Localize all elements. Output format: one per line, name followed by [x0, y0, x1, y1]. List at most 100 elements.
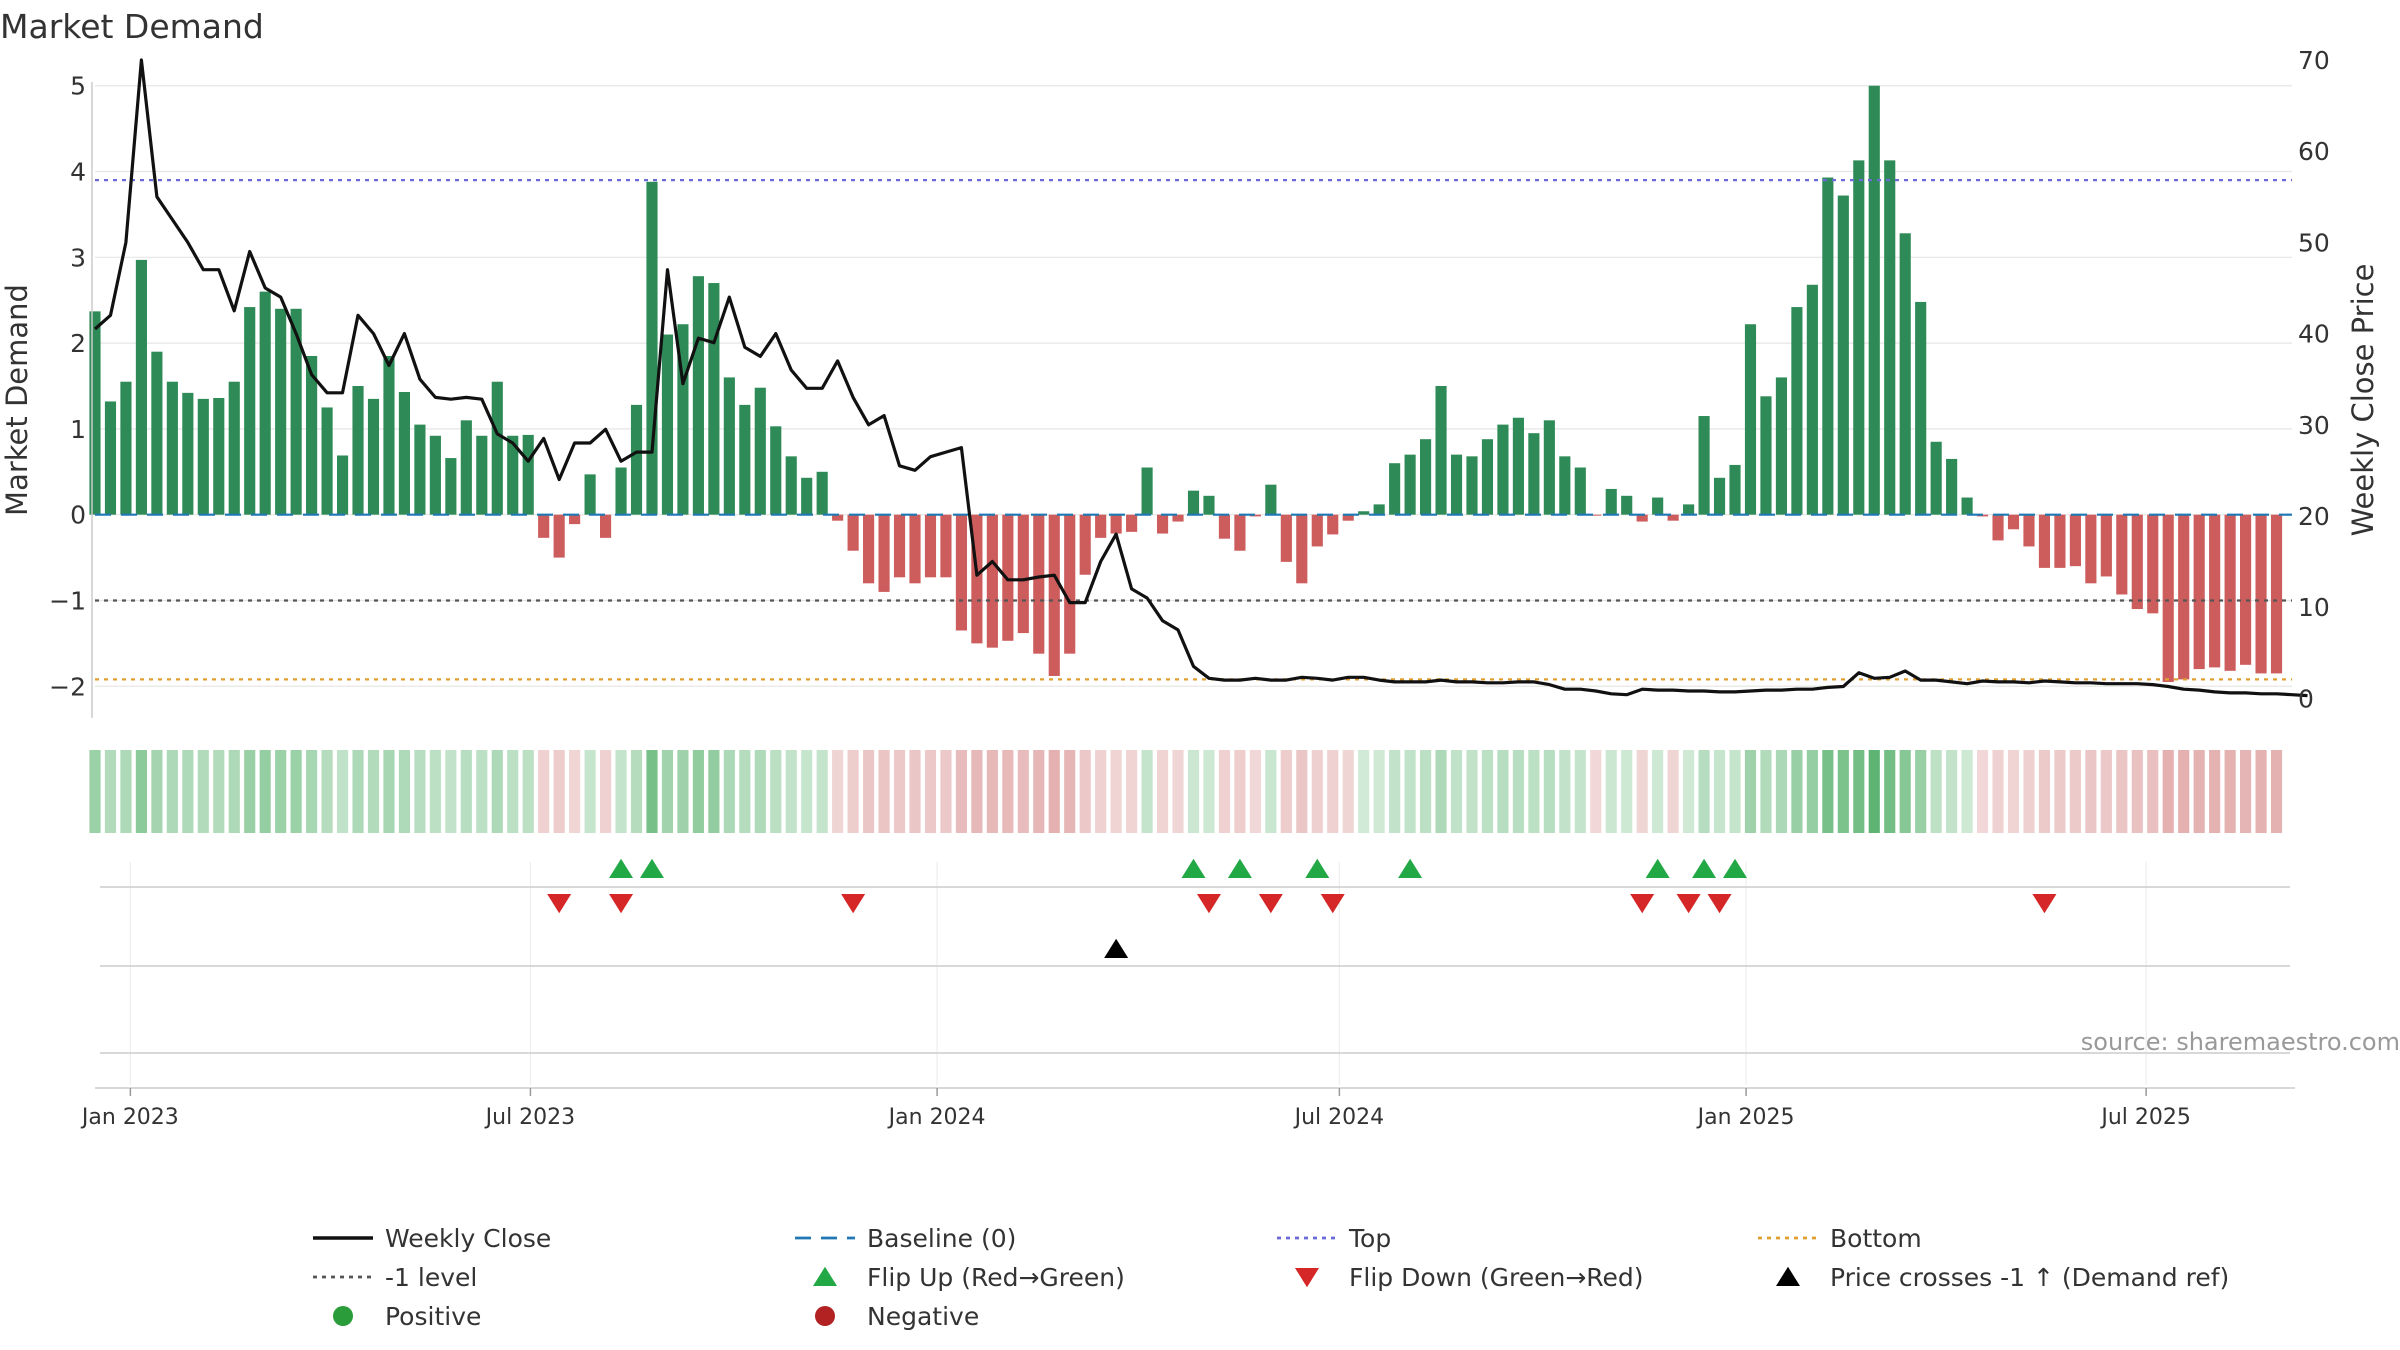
regime-cell — [1110, 750, 1122, 833]
demand-bar — [677, 324, 689, 515]
demand-bar — [352, 386, 364, 515]
regime-cell — [2085, 750, 2097, 833]
flip-down-marker — [1320, 894, 1345, 914]
x-tick-label: Jul 2025 — [2099, 1105, 2191, 1130]
demand-bar — [646, 181, 658, 515]
legend-item: Flip Down (Green→Red) — [1295, 1263, 1644, 1292]
demand-bar — [692, 276, 704, 515]
regime-cell — [646, 750, 658, 833]
regime-cell — [460, 750, 472, 833]
regime-cell — [661, 750, 674, 833]
flip-up-marker — [1398, 858, 1423, 878]
regime-cell — [723, 750, 735, 833]
demand-bar — [1791, 307, 1803, 515]
demand-bar — [290, 308, 302, 515]
regime-cell — [1946, 750, 1958, 833]
regime-cell — [2224, 750, 2236, 833]
regime-cell — [1976, 750, 1989, 833]
legend-swatch — [813, 1266, 837, 1286]
regime-cell — [1064, 750, 1076, 833]
demand-bar — [1079, 514, 1091, 575]
demand-bar — [940, 514, 952, 578]
demand-bar — [986, 514, 998, 648]
regime-cell — [553, 750, 565, 833]
regime-cell — [971, 750, 983, 833]
legend-label: -1 level — [385, 1263, 477, 1292]
regime-cell — [429, 750, 441, 833]
demand-bar — [1110, 514, 1122, 534]
regime-cell — [1961, 750, 1973, 833]
flip-down-marker — [609, 894, 634, 914]
x-tick-label: Jul 2024 — [1293, 1105, 1385, 1130]
demand-bar — [1311, 514, 1323, 547]
regime-cell — [104, 750, 117, 833]
flip-up-marker — [1227, 858, 1252, 878]
regime-cell — [955, 750, 967, 833]
regime-cell — [1033, 750, 1045, 833]
regime-cell — [1327, 750, 1339, 833]
regime-cell — [1373, 750, 1385, 833]
flip-up-marker — [609, 858, 634, 878]
demand-bar — [1296, 514, 1308, 584]
demand-bar — [708, 283, 720, 515]
regime-cell — [1079, 750, 1091, 833]
regime-cell — [197, 750, 209, 833]
demand-bar — [2240, 514, 2252, 665]
demand-bar — [1930, 441, 1942, 515]
regime-cell — [1203, 750, 1215, 833]
price-cross-marker — [1104, 938, 1129, 958]
demand-bar — [197, 398, 209, 515]
regime-cell — [893, 750, 906, 833]
demand-bar — [1683, 504, 1695, 515]
regime-cell — [924, 750, 937, 833]
demand-bar — [1265, 484, 1277, 515]
demand-bar — [1621, 495, 1633, 515]
y2-tick-label: 20 — [2298, 502, 2330, 531]
demand-bar — [1729, 464, 1741, 515]
demand-bar — [1218, 514, 1231, 539]
regime-cell — [538, 750, 550, 833]
regime-cell — [1636, 750, 1648, 833]
demand-bar — [507, 435, 519, 515]
regime-cell — [367, 750, 380, 833]
demand-bar — [1156, 514, 1169, 534]
regime-cell — [1683, 750, 1695, 833]
legend-item: Positive — [333, 1302, 481, 1331]
legend-item: Negative — [815, 1302, 979, 1331]
demand-bar — [1992, 514, 2004, 541]
regime-cell — [1172, 750, 1184, 833]
demand-bar — [1172, 514, 1184, 522]
regime-cell — [1481, 750, 1494, 833]
demand-bar — [491, 381, 503, 515]
flip-down-marker — [1707, 894, 1732, 914]
demand-bar — [2069, 514, 2081, 567]
regime-cell — [1002, 750, 1014, 833]
regime-cell — [321, 750, 333, 833]
regime-cell — [692, 750, 704, 833]
regime-cell — [306, 750, 318, 833]
regime-cell — [244, 750, 256, 833]
demand-bar — [336, 455, 349, 515]
y-tick-label: 1 — [70, 415, 86, 444]
demand-bar — [1590, 514, 1602, 516]
demand-bar — [1095, 514, 1107, 538]
demand-bar — [166, 381, 178, 515]
regime-cell — [2270, 750, 2283, 833]
demand-bar — [2007, 514, 2020, 530]
regime-cell — [1837, 750, 1849, 833]
regime-cell — [1187, 750, 1200, 833]
demand-bar — [1744, 324, 1757, 515]
regime-cell — [151, 750, 163, 833]
demand-bar — [832, 514, 844, 521]
demand-bar — [1450, 454, 1463, 515]
demand-bar — [321, 407, 333, 515]
demand-bar — [569, 514, 581, 525]
regime-cell — [1605, 750, 1617, 833]
legend-item: Weekly Close — [313, 1224, 551, 1253]
regime-cell — [600, 750, 612, 833]
demand-bar — [2162, 514, 2174, 682]
demand-bar — [460, 420, 472, 515]
demand-bar — [104, 401, 117, 515]
regime-cell — [1048, 750, 1060, 833]
